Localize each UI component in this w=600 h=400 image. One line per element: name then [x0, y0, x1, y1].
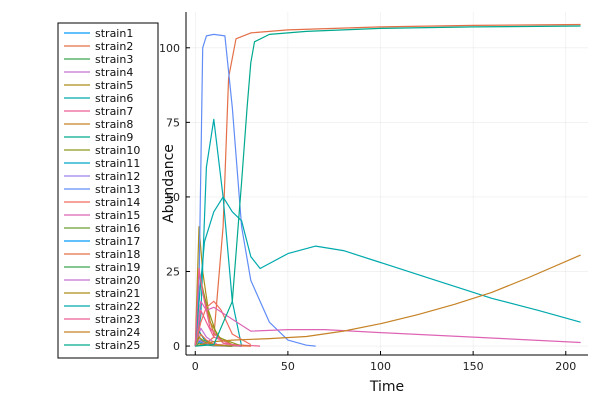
legend-label: strain24: [95, 326, 140, 339]
legend-label: strain21: [95, 287, 140, 300]
series-line-strain22: [194, 196, 581, 347]
legend-label: strain3: [95, 53, 133, 66]
y-tick-label: 50: [166, 191, 180, 204]
legend-label: strain7: [95, 105, 133, 118]
legend-label: strain22: [95, 300, 140, 313]
x-tick-label: 200: [555, 360, 576, 373]
legend-label: strain20: [95, 274, 140, 287]
series-line-strain8: [194, 270, 251, 347]
legend-label: strain1: [95, 27, 133, 40]
legend-label: strain17: [95, 235, 140, 248]
y-axis-title: Abundance: [161, 144, 177, 223]
legend-label: strain23: [95, 313, 140, 326]
y-tick-label: 100: [159, 42, 180, 55]
y-tick-label: 25: [166, 265, 180, 278]
series-line-strain23: [194, 267, 242, 347]
legend-label: strain16: [95, 222, 140, 235]
y-tick-label: 75: [166, 116, 180, 129]
series-line-strain21: [194, 336, 233, 347]
series-line-strain13: [194, 33, 316, 347]
x-tick-label: 0: [192, 360, 199, 373]
series-line-strain25: [195, 25, 581, 347]
legend-label: strain5: [95, 79, 133, 92]
legend-label: strain12: [95, 170, 140, 183]
legend-box: [57, 22, 159, 359]
x-axis-title: Time: [369, 379, 404, 395]
legend-label: strain15: [95, 209, 140, 222]
legend-label: strain6: [95, 92, 133, 105]
series-line-strain14: [194, 300, 252, 347]
legend-label: strain9: [95, 131, 133, 144]
legend-label: strain8: [95, 118, 133, 131]
x-tick-label: 150: [463, 360, 484, 373]
legend-label: strain25: [95, 339, 140, 352]
series-line-strain15: [194, 300, 581, 347]
legend-label: strain14: [95, 196, 140, 209]
series-lines: [194, 23, 581, 347]
legend-label: strain11: [95, 157, 140, 170]
series-line-strain24: [195, 254, 581, 347]
x-tick-label: 50: [281, 360, 295, 373]
axes: 0 50 100 150 200 0 25 50 75 100: [159, 12, 588, 373]
legend-label: strain4: [95, 66, 133, 79]
legend: strain1strain2strain3strain4strain5strai…: [57, 22, 159, 359]
y-tick-label: 0: [173, 340, 180, 353]
grid: [186, 12, 588, 355]
series-line-strain2: [195, 23, 581, 347]
legend-label: strain2: [95, 40, 133, 53]
x-tick-label: 100: [370, 360, 391, 373]
legend-label: strain19: [95, 261, 140, 274]
legend-label: strain13: [95, 183, 140, 196]
legend-label: strain18: [95, 248, 140, 261]
legend-label: strain10: [95, 144, 140, 157]
